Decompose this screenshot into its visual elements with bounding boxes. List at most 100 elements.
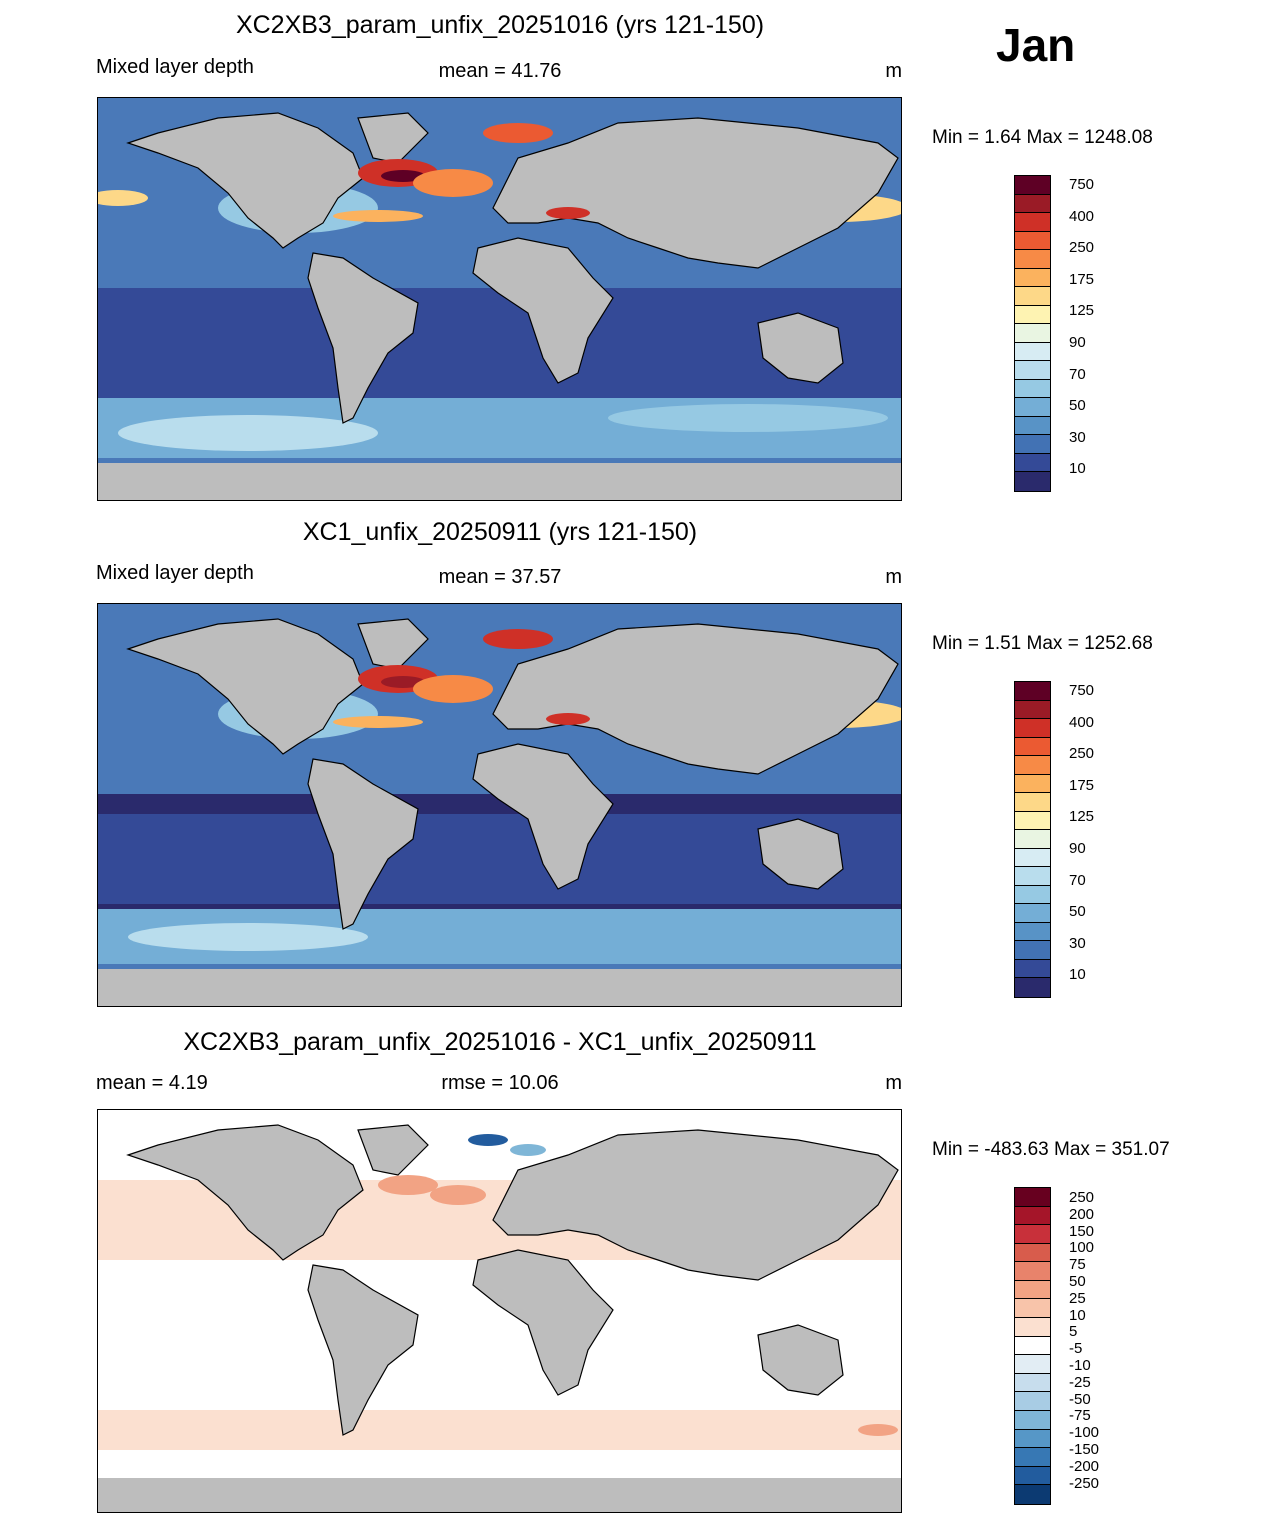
colorbar-box bbox=[1015, 268, 1050, 288]
colorbar-tick-label: 175 bbox=[1069, 270, 1095, 288]
colorbar-box bbox=[1015, 1355, 1050, 1374]
colorbar-tick-label: 10 bbox=[1069, 460, 1086, 478]
panel-3-units-label: m bbox=[885, 1072, 902, 1094]
colorbar-tick-label: 100 bbox=[1069, 1239, 1095, 1257]
colorbar-box bbox=[1015, 250, 1050, 269]
colorbar-box bbox=[1015, 793, 1050, 812]
colorbar-box bbox=[1015, 1448, 1050, 1467]
colorbar-box bbox=[1015, 398, 1050, 417]
colorbar-box bbox=[1015, 719, 1050, 738]
colorbar-tick-label: 75 bbox=[1069, 1256, 1086, 1274]
colorbar-tick-label: 70 bbox=[1069, 365, 1086, 383]
colorbar-box bbox=[1015, 941, 1050, 960]
colorbar-box bbox=[1015, 453, 1050, 473]
colorbar-box bbox=[1015, 682, 1050, 701]
colorbar-tick-label: 50 bbox=[1069, 397, 1086, 415]
colorbar-box bbox=[1015, 978, 1050, 997]
panel-3-map-canvas bbox=[98, 1110, 901, 1512]
panel-2-units-label: m bbox=[885, 566, 902, 588]
colorbar-box bbox=[1015, 231, 1050, 251]
colorbar-box bbox=[1015, 305, 1050, 325]
colorbar-box bbox=[1015, 176, 1050, 195]
panel-1-title: XC2XB3_param_unfix_20251016 (yrs 121-150… bbox=[235, 11, 765, 39]
colorbar-tick-label: 175 bbox=[1069, 776, 1095, 794]
colorbar-tick-label: -150 bbox=[1069, 1441, 1100, 1458]
panel-3-mean-label: mean = 4.19 bbox=[96, 1072, 208, 1094]
colorbar-box bbox=[1015, 1373, 1050, 1393]
panel-2-colorbar bbox=[1014, 681, 1051, 998]
colorbar-tick-label: -5 bbox=[1069, 1340, 1083, 1358]
colorbar-box bbox=[1015, 1392, 1050, 1411]
colorbar-box bbox=[1015, 324, 1050, 343]
colorbar-tick-label: -25 bbox=[1069, 1373, 1091, 1391]
colorbar-box bbox=[1015, 287, 1050, 306]
panel-2-variable-label: Mixed layer depth bbox=[96, 562, 254, 584]
colorbar-box bbox=[1015, 342, 1050, 362]
colorbar-tick-label: 50 bbox=[1069, 1273, 1086, 1290]
colorbar-tick-label: 90 bbox=[1069, 840, 1086, 857]
colorbar-tick-label: -50 bbox=[1069, 1390, 1091, 1408]
colorbar-box bbox=[1015, 904, 1050, 923]
colorbar-tick-label: 50 bbox=[1069, 903, 1086, 921]
colorbar-box bbox=[1015, 700, 1050, 720]
colorbar-tick-label: 250 bbox=[1069, 239, 1095, 257]
colorbar-tick-label: 125 bbox=[1069, 302, 1095, 320]
colorbar-box bbox=[1015, 1262, 1050, 1281]
panel-1-map bbox=[97, 97, 902, 501]
panel-2-map-canvas bbox=[98, 604, 901, 1006]
colorbar-box bbox=[1015, 774, 1050, 794]
colorbar-box bbox=[1015, 1485, 1050, 1504]
panel-2-title: XC1_unfix_20250911 (yrs 121-150) bbox=[302, 518, 698, 546]
colorbar-box bbox=[1015, 1188, 1050, 1207]
colorbar-tick-label: 10 bbox=[1069, 966, 1086, 984]
colorbar-box bbox=[1015, 361, 1050, 380]
colorbar-tick-label: 400 bbox=[1069, 713, 1095, 731]
panel-2-mean-label: mean = 37.57 bbox=[438, 566, 562, 588]
colorbar-box bbox=[1015, 922, 1050, 942]
colorbar-box bbox=[1015, 1299, 1050, 1319]
colorbar-box bbox=[1015, 959, 1050, 979]
colorbar-box bbox=[1015, 1225, 1050, 1244]
colorbar-box bbox=[1015, 1429, 1050, 1449]
colorbar-tick-label: 25 bbox=[1069, 1289, 1086, 1307]
panel-3-map bbox=[97, 1109, 902, 1513]
colorbar-tick-label: 30 bbox=[1069, 428, 1086, 446]
colorbar-box bbox=[1015, 1410, 1050, 1430]
colorbar-box bbox=[1015, 213, 1050, 232]
colorbar-box bbox=[1015, 194, 1050, 214]
colorbar-tick-label: 250 bbox=[1069, 1189, 1095, 1206]
panel-1-variable-label: Mixed layer depth bbox=[96, 56, 254, 78]
panel-1-mean-label: mean = 41.76 bbox=[438, 60, 562, 82]
panel-2-map bbox=[97, 603, 902, 1007]
colorbar-tick-label: 150 bbox=[1069, 1222, 1095, 1240]
colorbar-tick-label: -250 bbox=[1069, 1474, 1100, 1492]
colorbar-tick-label: 750 bbox=[1069, 176, 1095, 193]
colorbar-box bbox=[1015, 737, 1050, 757]
panel-1-map-canvas bbox=[98, 98, 901, 500]
colorbar-box bbox=[1015, 472, 1050, 491]
colorbar-tick-label: 5 bbox=[1069, 1323, 1078, 1341]
colorbar-box bbox=[1015, 1466, 1050, 1486]
colorbar-box bbox=[1015, 1318, 1050, 1337]
panel-1-units-label: m bbox=[885, 60, 902, 82]
colorbar-box bbox=[1015, 867, 1050, 886]
colorbar-box bbox=[1015, 379, 1050, 399]
colorbar-tick-label: -100 bbox=[1069, 1424, 1100, 1442]
colorbar-box bbox=[1015, 811, 1050, 831]
colorbar-box bbox=[1015, 756, 1050, 775]
colorbar-tick-label: 125 bbox=[1069, 808, 1095, 826]
colorbar-tick-label: -10 bbox=[1069, 1357, 1091, 1374]
colorbar-tick-label: 750 bbox=[1069, 682, 1095, 699]
colorbar-tick-label: 90 bbox=[1069, 334, 1086, 351]
colorbar-box bbox=[1015, 830, 1050, 849]
panel-2-min-max: Min = 1.51 Max = 1252.68 bbox=[932, 633, 1153, 654]
colorbar-box bbox=[1015, 848, 1050, 868]
panel-3-min-max: Min = -483.63 Max = 351.07 bbox=[932, 1139, 1170, 1160]
panel-3-title: XC2XB3_param_unfix_20251016 - XC1_unfix_… bbox=[183, 1028, 817, 1056]
month-label: Jan bbox=[996, 19, 1076, 71]
colorbar-tick-label: 200 bbox=[1069, 1205, 1095, 1223]
colorbar-tick-label: 10 bbox=[1069, 1306, 1086, 1324]
colorbar-box bbox=[1015, 1206, 1050, 1226]
colorbar-tick-label: 70 bbox=[1069, 871, 1086, 889]
panel-3-rmse-label: rmse = 10.06 bbox=[441, 1072, 559, 1094]
